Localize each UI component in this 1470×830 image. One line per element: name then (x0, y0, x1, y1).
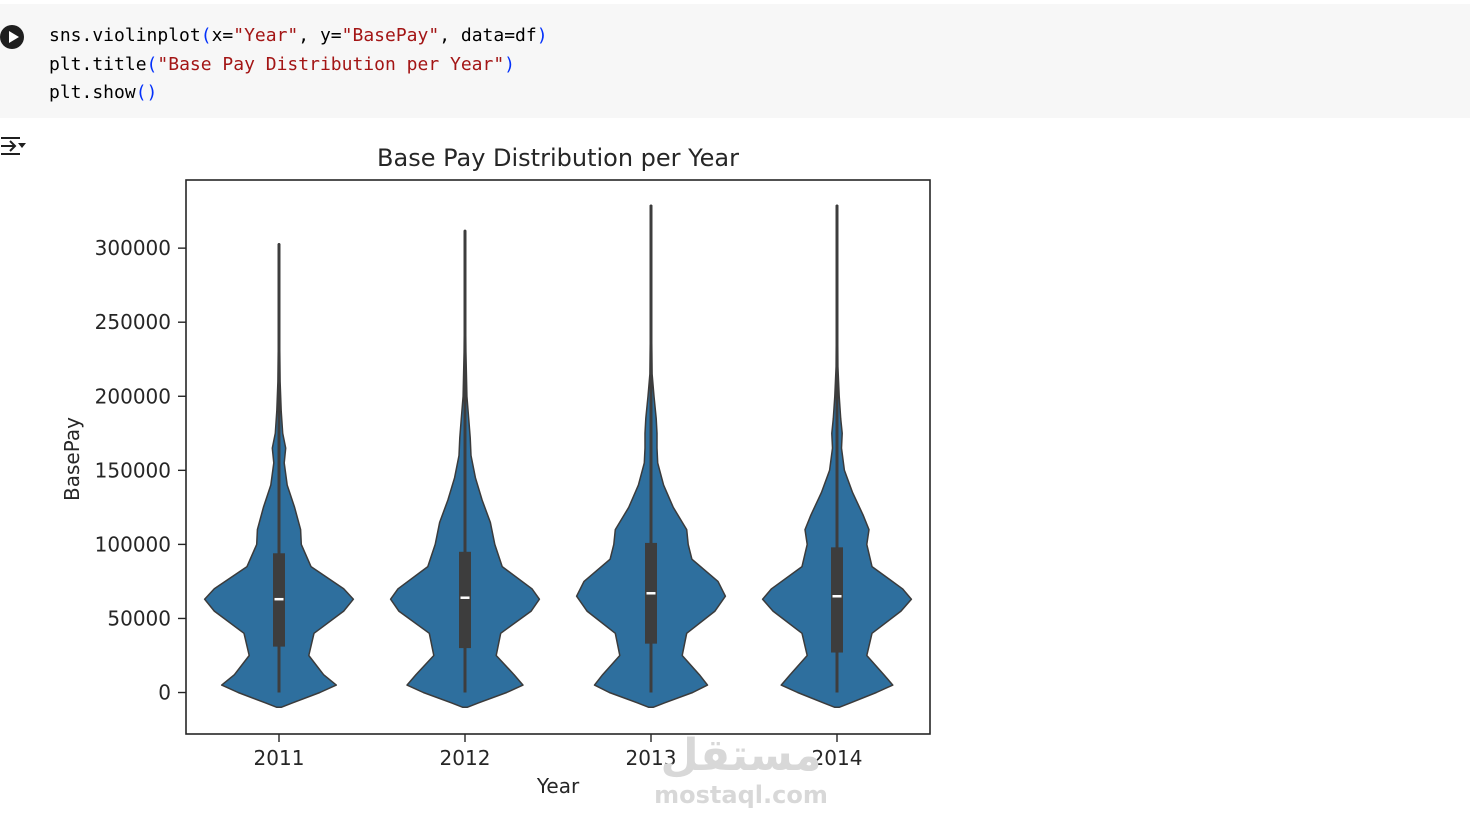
y-tick-label: 150000 (95, 458, 171, 482)
y-tick-label: 50000 (107, 606, 171, 630)
output-toggle-icon[interactable] (0, 134, 30, 158)
x-axis-label: Year (536, 774, 580, 798)
x-tick-label: 2014 (812, 746, 863, 770)
code-token: ) (504, 53, 516, 75)
violins-group (203, 204, 913, 709)
code-token: plt.title (49, 53, 147, 75)
x-tick-label: 2013 (626, 746, 677, 770)
x-axis: 2011 2012 2013 2014 (254, 734, 863, 770)
iqr-box-2014 (831, 547, 843, 653)
code-token: "BasePay" (341, 25, 440, 46)
code-token: ( (200, 25, 212, 46)
code-token: , data=df (439, 25, 537, 46)
y-axis: 0 50000 100000 150000 200000 250000 300000 (95, 236, 186, 705)
y-tick-label: 100000 (95, 532, 171, 556)
x-tick-label: 2011 (254, 746, 305, 770)
chart-title: Base Pay Distribution per Year (377, 144, 739, 172)
code-token: , y= (298, 25, 342, 46)
y-axis-label: BasePay (60, 417, 84, 501)
code-token: () (135, 82, 158, 104)
y-tick-label: 300000 (95, 236, 171, 260)
code-token: ( (146, 53, 158, 75)
code-line: plt.title("Base Pay Distribution per Yea… (49, 54, 515, 75)
code-token: ) (536, 25, 548, 46)
code-editor[interactable]: sns.violinplot(x="Year", y="BasePay", da… (49, 22, 548, 108)
play-circle-icon[interactable] (0, 25, 24, 49)
code-token: "Base Pay Distribution per Year" (157, 53, 505, 75)
y-tick-label: 0 (158, 681, 171, 705)
y-tick-label: 250000 (95, 310, 171, 334)
violin-chart: Base Pay Distribution per Year 0 50000 100… (60, 144, 931, 798)
code-line: plt.show() (49, 82, 157, 103)
x-tick-label: 2012 (440, 746, 491, 770)
iqr-box-2012 (459, 551, 471, 649)
code-token: "Year" (233, 25, 299, 46)
code-token: sns.violinplot (49, 25, 201, 46)
code-line: sns.violinplot(x="Year", y="BasePay", da… (49, 25, 548, 46)
code-token: x= (211, 25, 234, 46)
code-token: plt.show (49, 82, 136, 104)
y-tick-label: 200000 (95, 384, 171, 408)
plot-frame (185, 179, 931, 735)
code-cell[interactable]: sns.violinplot(x="Year", y="BasePay", da… (0, 4, 1470, 118)
